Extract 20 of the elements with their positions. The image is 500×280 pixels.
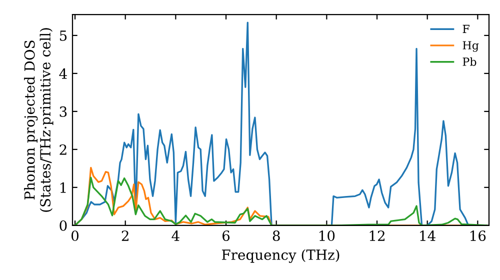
y-tick-label: 2: [60, 144, 66, 155]
y-tick-label: 4: [59, 68, 67, 79]
x-tick-label: 0: [72, 230, 79, 242]
x-tick-label: 8: [272, 230, 280, 242]
x-tick-label: 6: [222, 230, 230, 242]
legend-label: F: [462, 24, 470, 34]
legend-label: Hg: [462, 41, 479, 52]
x-tick-label: 10: [320, 230, 335, 242]
x-tick-label: 12: [370, 230, 384, 241]
y-tick-label: 3: [60, 106, 67, 117]
x-tick-label: 2: [122, 230, 128, 241]
x-tick-label: 4: [172, 230, 180, 241]
y-axis-title: Phonon projected DOS (States/THz·primitive cell): [24, 28, 54, 212]
legend-label: Pb: [462, 57, 476, 66]
x-tick-label: 16: [470, 230, 486, 242]
y-tick-label: 0: [60, 220, 67, 231]
y-tick-label: 1: [60, 182, 66, 193]
x-tick-label: 14: [420, 230, 436, 241]
y-tick-label: 5: [60, 30, 67, 41]
x-axis-title: Frequency (THz): [222, 249, 340, 263]
